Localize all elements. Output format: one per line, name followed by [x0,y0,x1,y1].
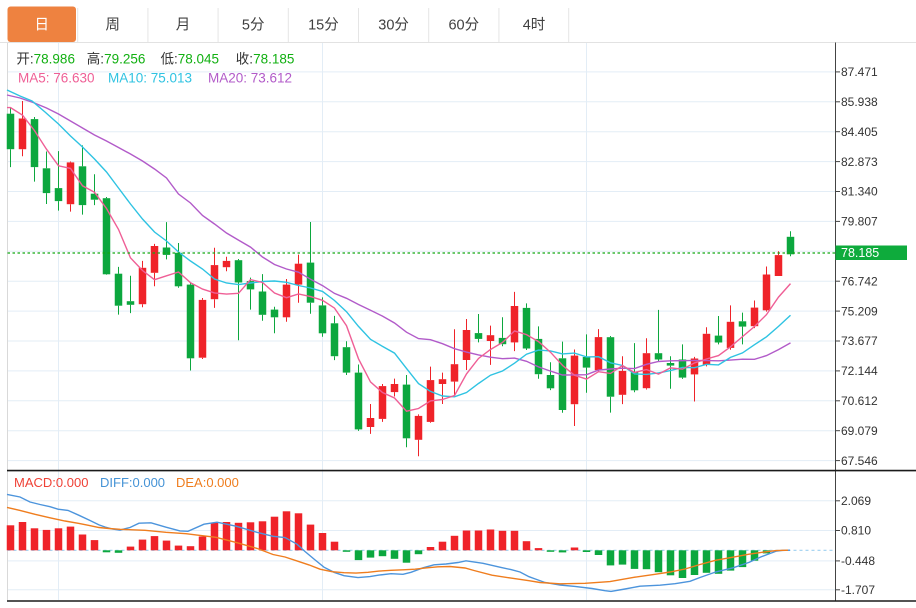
svg-text:MA20: 73.612: MA20: 73.612 [208,71,292,86]
svg-text:MA5: 76.630: MA5: 76.630 [18,71,95,86]
svg-text:72.144: 72.144 [841,364,878,378]
svg-text:30分: 30分 [378,17,409,34]
svg-text:4时: 4时 [523,17,546,34]
svg-text:低:78.045: 低:78.045 [161,52,220,67]
svg-text:月: 月 [176,18,191,34]
svg-text:收:78.185: 收:78.185 [236,52,295,67]
svg-text:81.340: 81.340 [841,185,878,199]
svg-text:-0.448: -0.448 [841,554,875,568]
svg-text:DEA:0.000: DEA:0.000 [176,475,239,490]
svg-text:87.471: 87.471 [841,65,878,79]
svg-text:DIFF:0.000: DIFF:0.000 [100,475,165,490]
svg-text:73.677: 73.677 [841,334,878,348]
svg-text:MACD:0.000: MACD:0.000 [14,475,88,490]
svg-text:周: 周 [106,18,121,34]
svg-text:79.807: 79.807 [841,215,878,229]
svg-text:60分: 60分 [448,17,479,34]
svg-text:82.873: 82.873 [841,155,878,169]
svg-text:5分: 5分 [242,17,265,34]
svg-text:MA10: 75.013: MA10: 75.013 [108,71,192,86]
svg-text:15分: 15分 [308,17,339,34]
svg-text:76.742: 76.742 [841,274,878,288]
svg-text:85.938: 85.938 [841,95,878,109]
svg-text:69.079: 69.079 [841,424,878,438]
svg-text:84.405: 84.405 [841,125,878,139]
svg-text:开:78.986: 开:78.986 [16,52,75,67]
svg-text:高:79.256: 高:79.256 [87,51,146,67]
svg-text:78.185: 78.185 [841,246,879,260]
svg-text:70.612: 70.612 [841,394,878,408]
svg-text:-1.707: -1.707 [841,583,875,597]
svg-text:日: 日 [34,18,49,34]
svg-text:2.069: 2.069 [841,494,871,508]
svg-text:0.810: 0.810 [841,524,871,538]
svg-text:75.209: 75.209 [841,304,878,318]
svg-text:67.546: 67.546 [841,454,878,468]
